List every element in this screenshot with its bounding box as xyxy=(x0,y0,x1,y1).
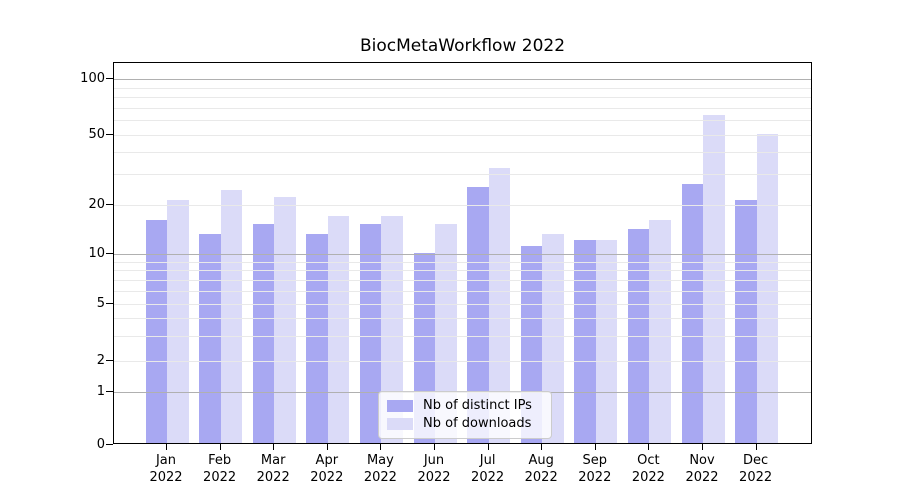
y-axis-tick-label: 100 xyxy=(80,70,105,86)
gridline-minor xyxy=(114,317,811,319)
gridline-minor xyxy=(114,304,811,305)
x-axis-tick xyxy=(434,444,435,450)
x-axis-tick-label: Jan 2022 xyxy=(149,453,183,485)
bar-distinct-ips xyxy=(681,183,703,443)
x-axis-tick xyxy=(380,444,382,450)
y-axis-tick xyxy=(106,391,113,392)
gridline-minor xyxy=(114,290,811,292)
y-axis-tick-label: 10 xyxy=(88,245,105,261)
gridline-minor xyxy=(114,205,811,206)
bar-distinct-ips xyxy=(306,234,328,443)
bar-downloads xyxy=(435,224,457,443)
legend: Nb of distinct IPs Nb of downloads xyxy=(378,391,552,439)
y-axis-tick xyxy=(106,134,113,135)
y-axis-tick-label: 50 xyxy=(88,126,105,142)
gridline-minor xyxy=(114,107,811,109)
x-axis-tick xyxy=(702,444,703,450)
gridline-minor xyxy=(114,152,811,154)
x-axis-tick-label: Jul 2022 xyxy=(471,453,505,485)
y-axis-tick xyxy=(106,303,113,304)
x-axis-tick xyxy=(219,444,221,450)
bar-distinct-ips xyxy=(467,186,489,443)
gridline-minor xyxy=(114,120,811,122)
legend-label-distinct-ips: Nb of distinct IPs xyxy=(423,398,532,413)
y-axis-tick-label: 20 xyxy=(88,196,105,212)
bar-distinct-ips xyxy=(252,224,275,443)
gridline-minor xyxy=(114,261,811,263)
bar-downloads xyxy=(381,215,403,443)
chart-title: BiocMetaWorkflow 2022 xyxy=(359,36,566,56)
x-axis-tick xyxy=(648,444,650,450)
legend-item-distinct-ips: Nb of distinct IPs xyxy=(387,399,543,413)
y-axis-tick xyxy=(106,204,113,205)
legend-swatch-downloads xyxy=(387,418,413,430)
bar-distinct-ips xyxy=(735,200,757,443)
gridline-minor xyxy=(114,174,811,176)
x-axis-tick xyxy=(273,444,275,450)
x-axis-tick xyxy=(594,444,596,450)
bar-distinct-ips xyxy=(199,234,221,443)
x-axis-tick-label: Nov 2022 xyxy=(685,453,719,485)
x-axis-tick-label: Dec 2022 xyxy=(739,453,773,485)
x-axis-tick xyxy=(326,444,328,450)
gridline-minor xyxy=(114,97,811,99)
bar-downloads xyxy=(220,190,243,443)
x-axis-tick xyxy=(755,444,757,450)
gridline-major xyxy=(114,254,811,255)
x-axis-tick-label: Mar 2022 xyxy=(256,453,290,485)
y-axis-tick xyxy=(106,444,113,445)
x-axis-tick xyxy=(166,444,167,450)
x-axis-tick-label: Aug 2022 xyxy=(524,453,558,485)
bar-downloads xyxy=(542,234,564,443)
bar-distinct-ips xyxy=(359,224,382,443)
legend-swatch-ips xyxy=(387,400,413,412)
x-axis-tick-label: Apr 2022 xyxy=(310,453,344,485)
x-axis-tick-label: Sep 2022 xyxy=(578,453,612,485)
bar-downloads xyxy=(488,168,511,443)
y-axis-tick-label: 2 xyxy=(96,352,105,368)
y-axis-tick-label: 0 xyxy=(96,436,105,452)
y-axis-tick-label: 1 xyxy=(96,383,105,399)
x-axis-tick-label: May 2022 xyxy=(363,453,397,485)
bar-distinct-ips xyxy=(145,219,167,443)
y-axis-tick xyxy=(106,253,113,254)
gridline-minor xyxy=(114,270,811,272)
bar-downloads xyxy=(649,219,671,443)
y-axis-tick xyxy=(106,360,113,361)
gridline-minor xyxy=(114,361,811,362)
x-axis-tick xyxy=(541,444,543,450)
plot-area xyxy=(113,62,812,444)
x-axis-tick-label: Oct 2022 xyxy=(631,453,665,485)
bar-downloads xyxy=(327,215,350,443)
legend-item-downloads: Nb of downloads xyxy=(387,417,543,431)
x-axis-tick-label: Jun 2022 xyxy=(417,453,451,485)
gridline-minor xyxy=(114,135,811,136)
gridline-minor xyxy=(114,279,811,281)
gridline-minor xyxy=(114,335,811,337)
bar-downloads xyxy=(274,196,296,443)
gridline-minor xyxy=(114,87,811,89)
x-axis-tick xyxy=(487,444,489,450)
legend-label-downloads: Nb of downloads xyxy=(423,416,532,431)
y-axis-tick xyxy=(106,78,113,79)
x-axis-tick-label: Feb 2022 xyxy=(203,453,237,485)
y-axis-tick-label: 5 xyxy=(96,295,105,311)
bar-downloads xyxy=(167,200,189,443)
gridline-major xyxy=(114,79,811,80)
bar-downloads xyxy=(756,134,779,443)
